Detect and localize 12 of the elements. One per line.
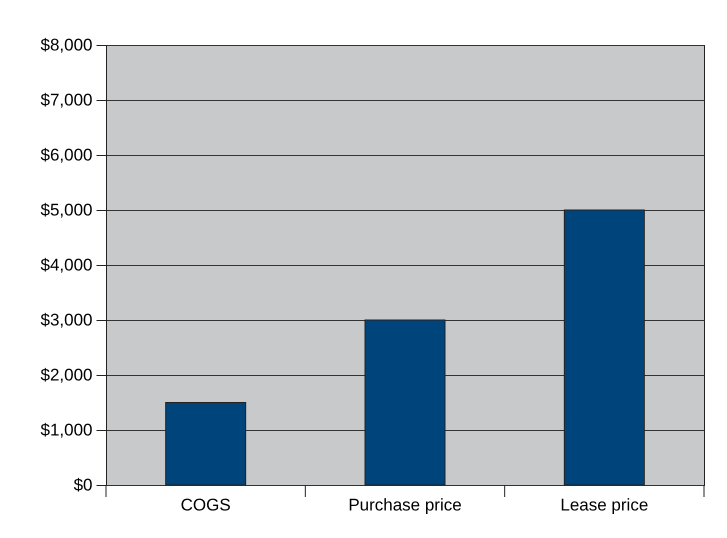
x-tick-label: Lease price <box>560 496 648 514</box>
y-tick-label: $4,000 <box>40 256 92 274</box>
y-tick-label: $2,000 <box>40 366 92 384</box>
y-tick-label: $6,000 <box>40 146 92 164</box>
x-tick-label: COGS <box>180 496 231 514</box>
y-tick-label: $5,000 <box>40 200 92 220</box>
y-tick-label: $7,000 <box>40 90 92 110</box>
x-tick-label: Purchase price <box>348 496 462 514</box>
y-tick-label: $8,000 <box>40 36 92 54</box>
y-tick-label: $3,000 <box>40 310 92 330</box>
y-tick-label: $1,000 <box>40 420 92 440</box>
y-tick-label: $0 <box>74 476 92 494</box>
